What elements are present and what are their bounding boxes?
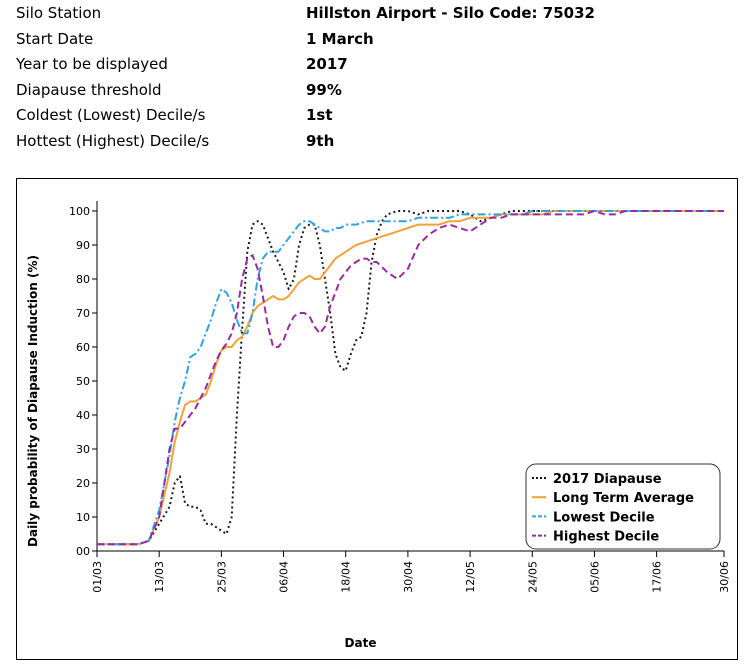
legend-box: [525, 463, 721, 550]
y-axis-ticks: 00 10 20 30 40 50 60 70 80 90 100: [69, 205, 97, 558]
info-row: Year to be displayed 2017: [16, 51, 716, 77]
series-lines: [97, 210, 724, 546]
x-axis-ticks: 01/03 13/03 25/03 06/04 18/04 30/04 12/05 24/05…: [91, 551, 731, 593]
y-tick-label: 30: [76, 443, 90, 456]
y-tick-label: 70: [76, 307, 90, 320]
x-tick-label: 05/06: [588, 561, 601, 593]
info-label: Year to be displayed: [16, 55, 168, 74]
info-value: 1 March: [306, 29, 374, 48]
legend-entry-label: 2017 Diapause: [553, 472, 662, 487]
info-value: 1st: [306, 106, 333, 125]
x-tick-label: 13/03: [153, 561, 166, 593]
info-row: Hottest (Highest) Decile/s 9th: [16, 128, 716, 154]
info-label: Diapause threshold: [16, 80, 162, 99]
y-tick-label: 20: [76, 477, 90, 490]
y-tick-label: 100: [69, 205, 90, 218]
chart-legend: 2017 Diapause Long Term Average Lowest Dec…: [525, 463, 721, 550]
info-row: Start Date 1 March: [16, 26, 716, 52]
x-tick-label: 17/06: [651, 561, 664, 593]
info-row: Diapause threshold 99%: [16, 77, 716, 103]
legend-entry-label: Long Term Average: [553, 491, 694, 506]
y-tick-label: 90: [76, 239, 90, 252]
series-line-4: [97, 210, 724, 546]
x-tick-label: 25/03: [215, 561, 228, 593]
info-row: Coldest (Lowest) Decile/s 1st: [16, 102, 716, 128]
info-label: Silo Station: [16, 4, 102, 22]
info-value: 2017: [306, 55, 348, 74]
y-tick-label: 00: [76, 545, 90, 558]
x-tick-label: 06/04: [278, 561, 291, 593]
y-tick-label: 40: [76, 409, 90, 422]
info-label: Start Date: [16, 29, 94, 48]
legend-entry-label: Lowest Decile: [553, 510, 655, 525]
x-tick-label: 30/06: [718, 561, 731, 593]
legend-entry-label: Highest Decile: [553, 530, 659, 545]
x-tick-label: 30/04: [402, 561, 415, 593]
y-axis-title: Daily probability of Diapause Induction …: [26, 255, 40, 547]
y-tick-label: 10: [76, 511, 90, 524]
x-axis-title: Date: [345, 636, 377, 650]
info-row: Silo Station Hillston Airport - Silo Code…: [16, 0, 716, 26]
chart-panel: 00 10 20 30 40 50 60 70 80 90 100 01/03 13/03 25/03 0…: [16, 178, 738, 660]
x-tick-label: 18/04: [340, 561, 353, 593]
series-line-3: [97, 210, 724, 546]
y-tick-label: 80: [76, 273, 90, 286]
x-tick-label: 12/05: [464, 561, 477, 593]
y-tick-label: 60: [76, 341, 90, 354]
info-value: Hillston Airport - Silo Code: 75032: [306, 4, 595, 22]
info-value: 99%: [306, 80, 342, 99]
info-label: Coldest (Lowest) Decile/s: [16, 106, 206, 125]
y-tick-label: 50: [76, 375, 90, 388]
info-label: Hottest (Highest) Decile/s: [16, 132, 210, 150]
x-tick-label: 24/05: [526, 561, 539, 593]
x-tick-label: 01/03: [91, 561, 104, 593]
info-value: 9th: [306, 132, 335, 150]
